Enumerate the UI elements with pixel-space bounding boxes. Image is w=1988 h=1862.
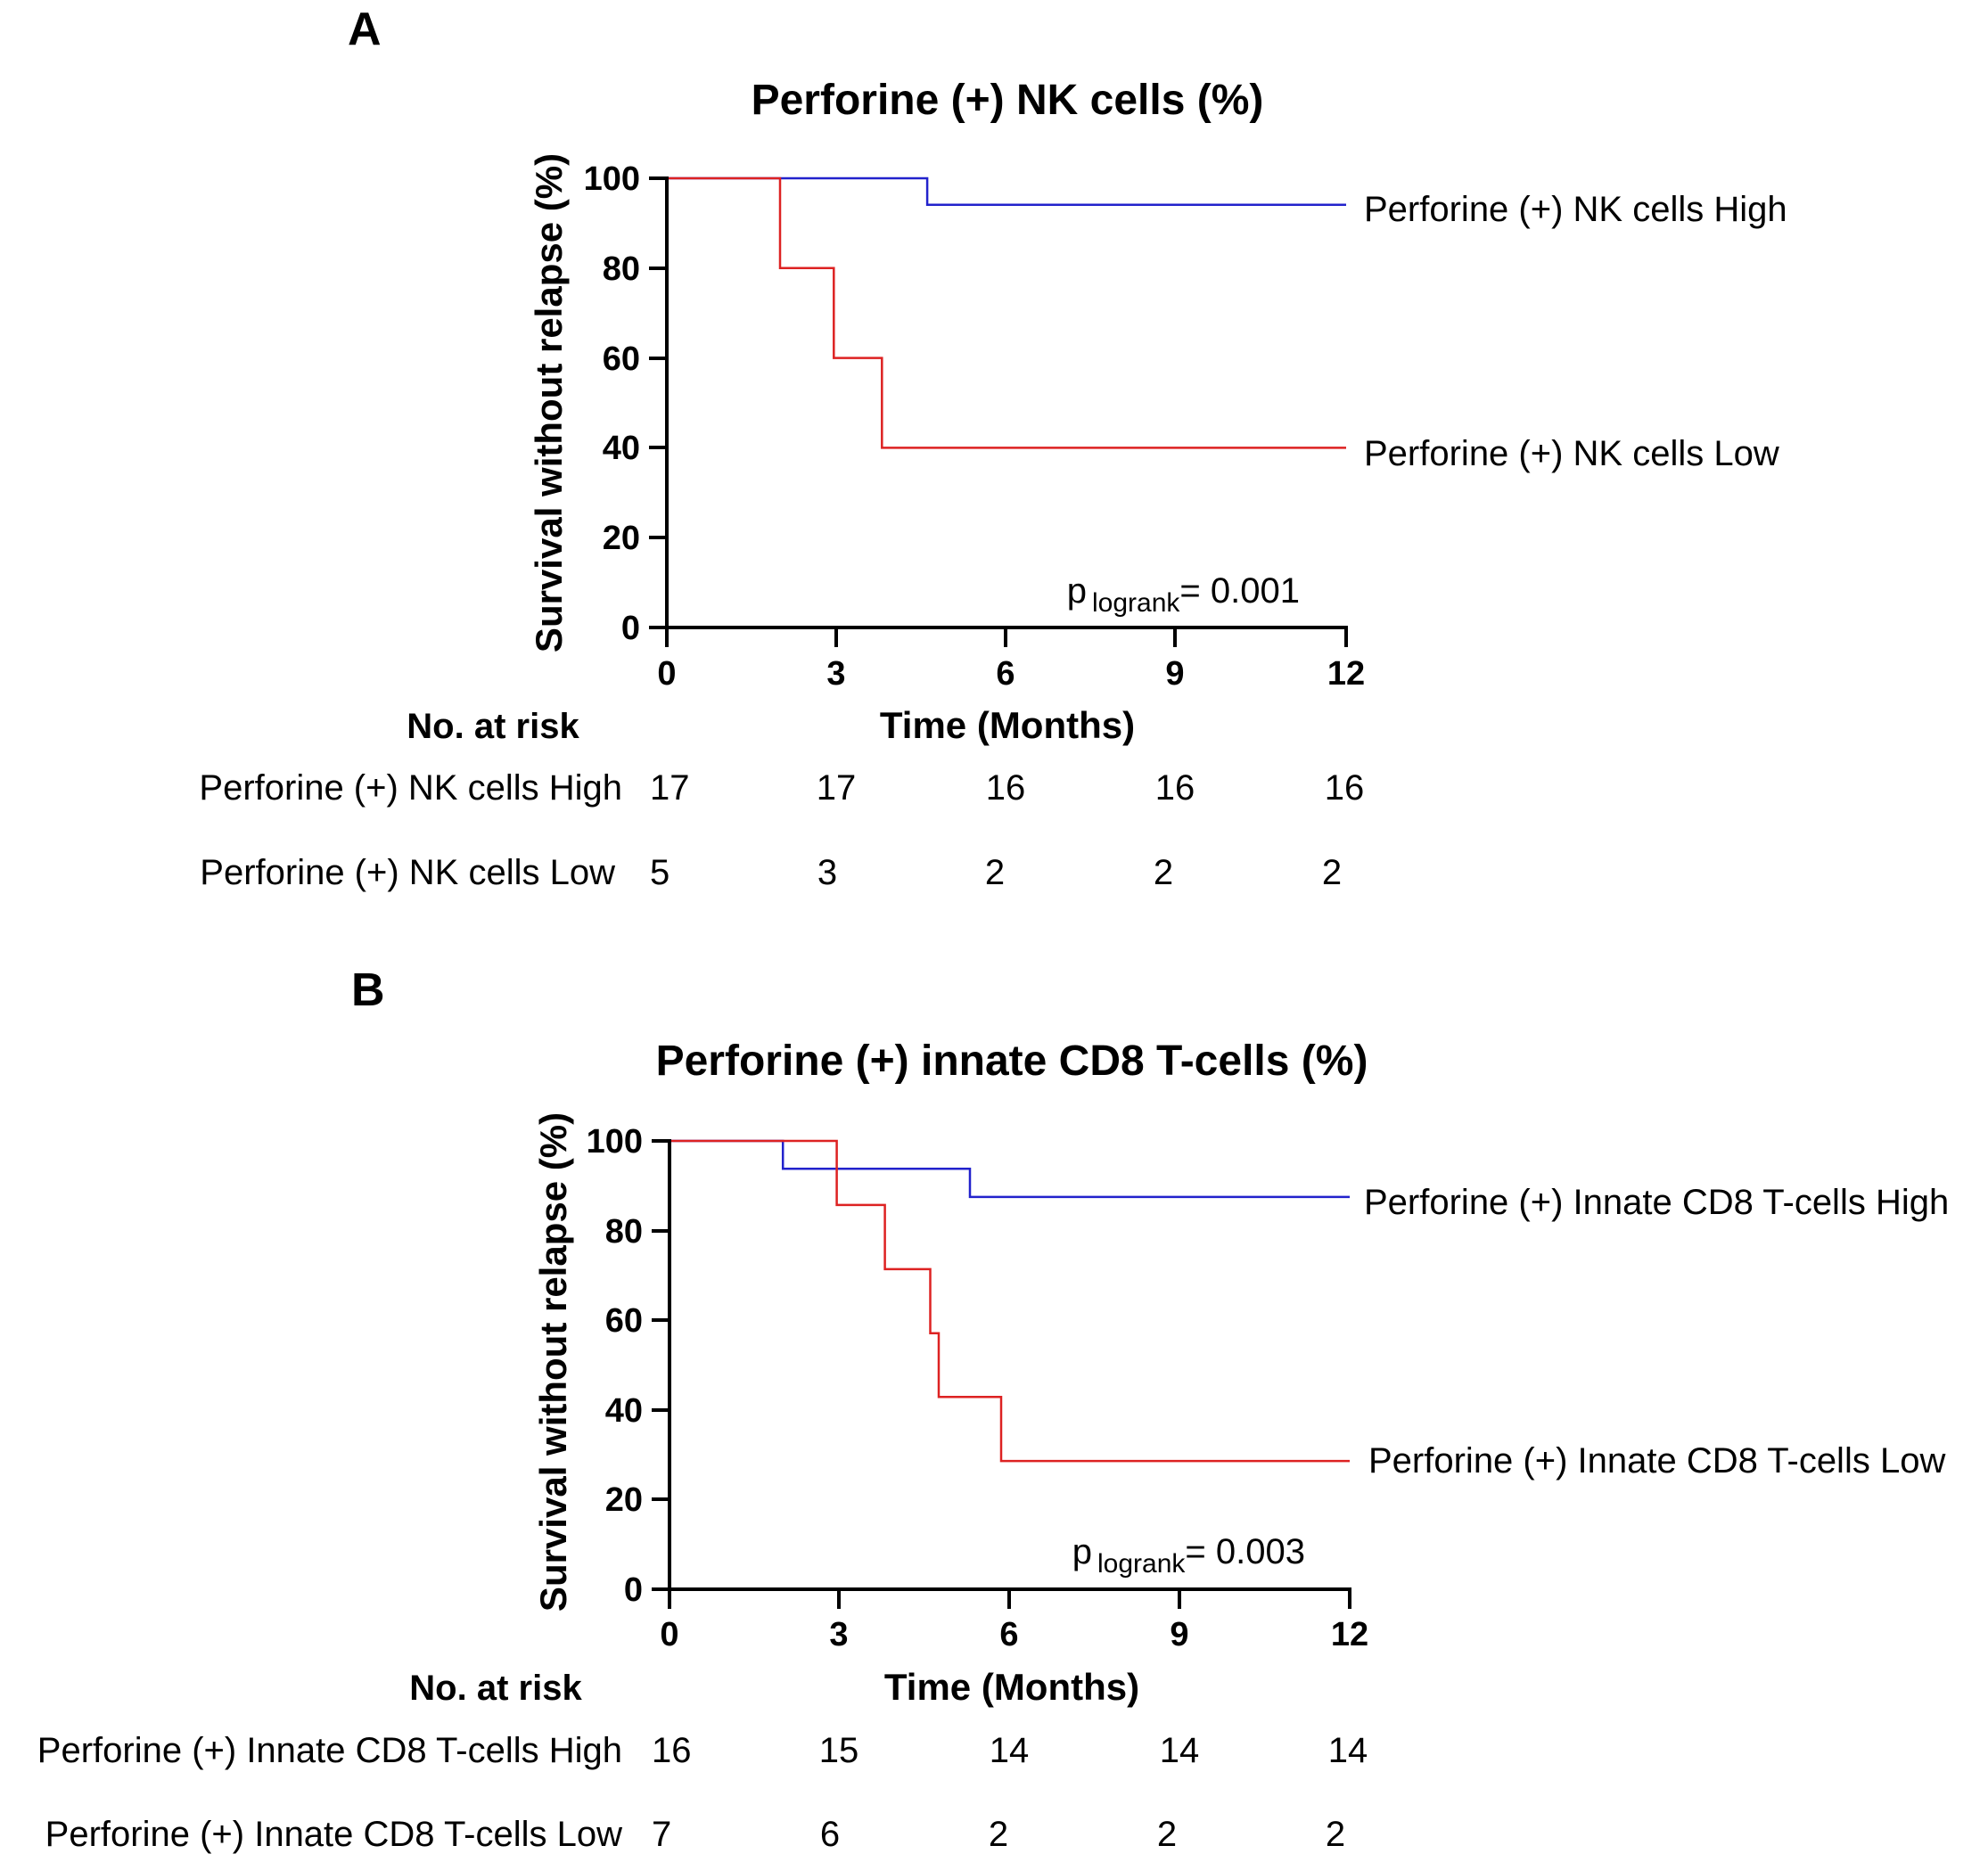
risk-table-header: No. at risk [409, 1669, 582, 1708]
risk-row-label: Perforine (+) NK cells Low [200, 853, 615, 892]
y-axis-label: Survival without relapse (%) [528, 153, 570, 652]
y-tick-label: 20 [605, 1481, 643, 1519]
risk-count: 17 [817, 768, 857, 808]
x-ticks: 0 3 6 9 12 [657, 628, 1365, 693]
legend-label-low: Perforine (+) NK cells Low [1364, 434, 1779, 473]
risk-count: 16 [986, 768, 1026, 808]
risk-table: No. at risk Perforine (+) Innate CD8 T-c… [37, 1669, 1368, 1854]
risk-count: 16 [1325, 768, 1365, 808]
y-axis-label: Survival without relapse (%) [532, 1112, 574, 1612]
legend-label-low: Perforine (+) Innate CD8 T-cells Low [1368, 1441, 1945, 1481]
y-tick-label: 60 [603, 340, 640, 378]
survival-curve-high [670, 1139, 1350, 1199]
p-value-subscript: logrank [1097, 1549, 1186, 1579]
y-tick-label: 40 [605, 1392, 643, 1430]
survival-curve-high [667, 176, 1346, 206]
risk-count: 7 [652, 1815, 671, 1854]
risk-count: 2 [985, 853, 1005, 892]
x-tick-label: 0 [660, 1616, 678, 1653]
risk-count: 17 [650, 768, 690, 808]
risk-row-label: Perforine (+) NK cells High [199, 768, 622, 808]
panel-letter: A [348, 4, 382, 55]
risk-count: 2 [1326, 1815, 1345, 1854]
risk-count: 14 [1328, 1731, 1368, 1770]
y-tick-label: 20 [603, 520, 640, 557]
x-tick-label: 6 [999, 1616, 1018, 1653]
risk-count: 16 [652, 1731, 692, 1770]
p-value: p logrank= 0.001 [1067, 571, 1300, 618]
x-tick-label: 3 [829, 1616, 848, 1653]
legend-label-high: Perforine (+) NK cells High [1364, 190, 1787, 229]
risk-count: 2 [1157, 1815, 1177, 1854]
y-tick-label: 60 [605, 1302, 643, 1340]
y-tick-label: 80 [603, 250, 640, 288]
x-ticks: 0 3 6 9 12 [660, 1589, 1368, 1653]
risk-count: 14 [1160, 1731, 1200, 1770]
risk-table: No. at risk Perforine (+) NK cells High … [199, 707, 1364, 892]
p-value-number: = 0.001 [1179, 571, 1300, 611]
panel-letter: B [351, 964, 385, 1016]
y-ticks: 100 80 60 40 20 0 [584, 160, 667, 647]
p-value-prefix: p [1072, 1532, 1092, 1571]
p-value: p logrank= 0.003 [1072, 1532, 1305, 1579]
risk-count: 5 [650, 853, 670, 892]
y-tick-label: 0 [621, 610, 640, 647]
legend-label-high: Perforine (+) Innate CD8 T-cells High [1364, 1183, 1949, 1222]
y-tick-label: 100 [587, 1123, 643, 1161]
y-ticks: 100 80 60 40 20 0 [587, 1123, 670, 1609]
risk-row-label: Perforine (+) Innate CD8 T-cells Low [45, 1815, 622, 1854]
y-tick-label: 40 [603, 430, 640, 467]
risk-count: 2 [1154, 853, 1173, 892]
y-tick-label: 100 [584, 160, 640, 198]
y-tick-label: 80 [605, 1213, 643, 1251]
chart-title: Perforine (+) innate CD8 T-cells (%) [656, 1038, 1368, 1085]
risk-count: 16 [1155, 768, 1195, 808]
x-axis-label: Time (Months) [884, 1666, 1139, 1708]
survival-curve-low [670, 1139, 1350, 1463]
x-tick-label: 9 [1170, 1616, 1188, 1653]
risk-row-label: Perforine (+) Innate CD8 T-cells High [37, 1731, 622, 1770]
panel-b: B Perforine (+) innate CD8 T-cells (%) S… [37, 964, 1949, 1854]
risk-count: 3 [817, 853, 837, 892]
x-tick-label: 12 [1331, 1616, 1368, 1653]
y-tick-label: 0 [624, 1571, 643, 1609]
survival-curve-low [667, 176, 1346, 449]
x-tick-label: 0 [657, 655, 676, 693]
risk-count: 2 [1322, 853, 1342, 892]
x-tick-label: 6 [996, 655, 1015, 693]
chart-title: Perforine (+) NK cells (%) [752, 77, 1264, 124]
risk-count: 6 [820, 1815, 840, 1854]
x-tick-label: 3 [826, 655, 845, 693]
p-value-prefix: p [1067, 571, 1087, 611]
risk-count: 15 [819, 1731, 859, 1770]
panel-a: A Perforine (+) NK cells (%) Survival wi… [199, 4, 1787, 892]
p-value-number: = 0.003 [1185, 1532, 1305, 1571]
risk-count: 2 [989, 1815, 1008, 1854]
x-axis-label: Time (Months) [880, 704, 1135, 746]
x-tick-label: 12 [1327, 655, 1365, 693]
risk-count: 14 [990, 1731, 1030, 1770]
x-tick-label: 9 [1165, 655, 1184, 693]
p-value-subscript: logrank [1092, 588, 1180, 618]
risk-table-header: No. at risk [407, 707, 579, 746]
